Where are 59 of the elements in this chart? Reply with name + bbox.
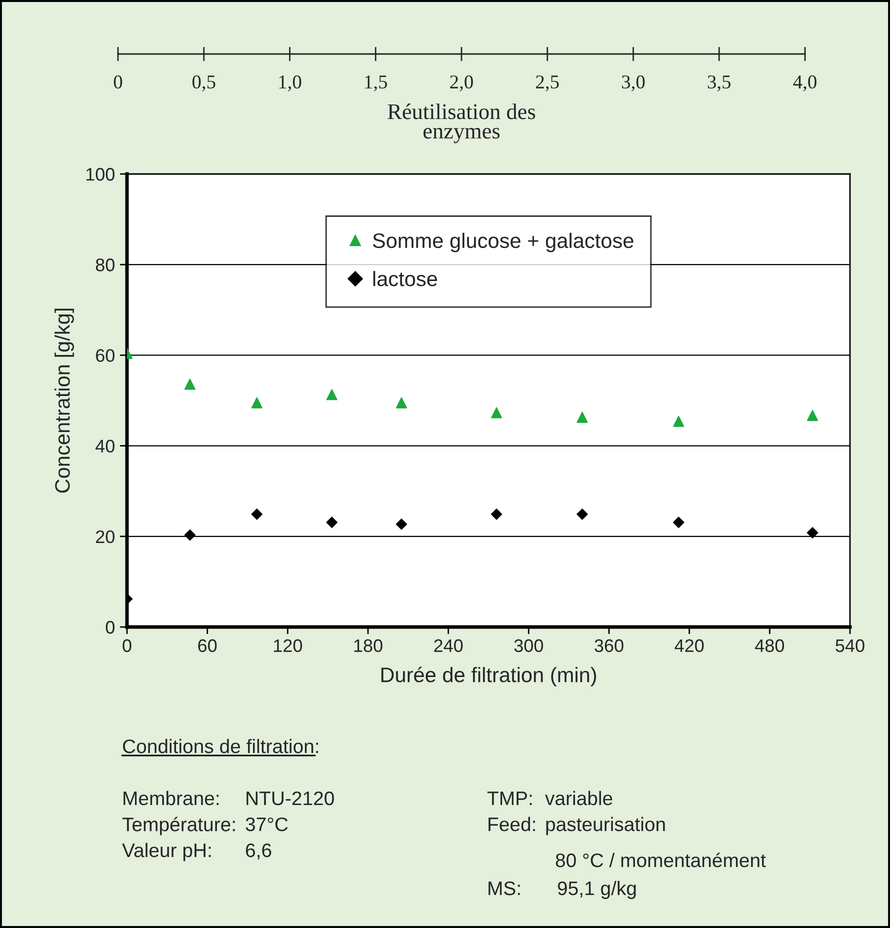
point — [184, 529, 196, 541]
x2-tick-label: 2,5 — [536, 75, 559, 92]
text: 80 °C / momentanément — [556, 852, 766, 868]
x2-axis-title: Réutilisation des enzymes — [388, 104, 536, 144]
point — [251, 508, 263, 520]
point — [806, 527, 818, 538]
x2-tick-label: 1,5 — [365, 75, 388, 92]
x-axis-title: Durée de filtration (min) — [381, 666, 596, 686]
x-tick-label: 180 — [354, 639, 382, 652]
point — [672, 516, 684, 528]
text: TMP: — [487, 792, 532, 806]
x2-tick-label: 2,0 — [450, 75, 473, 92]
x-tick-label: 540 — [836, 639, 864, 652]
legend-label: lactose — [373, 270, 438, 286]
point — [576, 508, 588, 520]
point — [490, 407, 502, 418]
point — [184, 378, 196, 390]
point — [396, 518, 408, 530]
y-tick-label: 100 — [86, 168, 114, 181]
y-tick-label: 0 — [106, 620, 114, 634]
point — [251, 397, 262, 408]
legend-label: Somme glucose + galactose — [372, 232, 634, 252]
x2-tick-label: 3,5 — [708, 75, 731, 92]
text: Température: — [122, 816, 235, 836]
x-tick-label: 420 — [674, 639, 704, 652]
text: Valeur pH: — [122, 842, 211, 862]
point — [490, 508, 502, 520]
x-tick-label: 120 — [274, 639, 302, 652]
x2-tick-label: 0,5 — [192, 75, 216, 92]
point — [673, 416, 684, 427]
y-tick-label: 20 — [96, 530, 114, 544]
x-tick-label: 60 — [198, 639, 217, 652]
point — [326, 389, 338, 400]
x2-tick-label: 1,0 — [279, 75, 302, 92]
text: 95,1 g/kg — [558, 880, 636, 900]
text: Membrane: — [124, 790, 219, 806]
x-tick-label: 360 — [594, 639, 624, 652]
x-tick-label: 300 — [514, 639, 544, 652]
x-tick-label: 240 — [434, 639, 463, 652]
point — [576, 412, 588, 423]
text: Feed: — [488, 816, 535, 832]
text: variable — [545, 790, 612, 806]
text: NTU-2120 — [246, 791, 334, 806]
point — [806, 410, 818, 422]
y-tick-label: 60 — [96, 349, 114, 362]
x-tick-label: 0 — [122, 639, 132, 652]
point — [396, 397, 408, 408]
text: 37°C — [246, 817, 288, 832]
text: 6,6 — [246, 843, 272, 860]
y-tick-label: 40 — [96, 440, 114, 453]
point — [326, 516, 338, 528]
x2-tick-label: 3,0 — [622, 75, 645, 92]
x-tick-label: 480 — [755, 639, 784, 652]
text: pasteurisation — [546, 816, 665, 836]
x2-tick-label: 4,0 — [793, 75, 816, 92]
text: MS: — [488, 881, 520, 896]
y-axis-title: Concentration [g/kg] — [54, 308, 74, 493]
text: Conditions de filtration: — [122, 738, 318, 754]
y-tick-label: 80 — [96, 258, 114, 272]
